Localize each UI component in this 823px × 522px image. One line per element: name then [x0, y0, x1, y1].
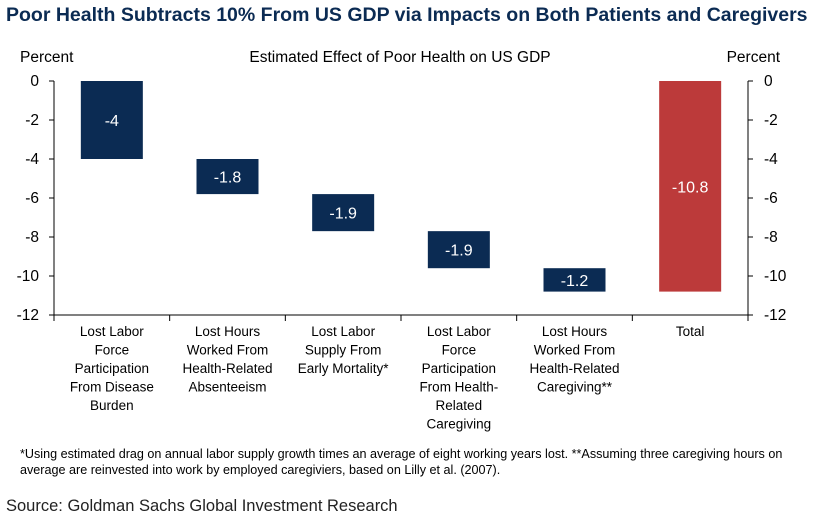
waterfall-bar [196, 159, 259, 195]
plot-title: Estimated Effect of Poor Health on US GD… [249, 49, 550, 66]
y-tick-label-left: 0 [30, 73, 39, 90]
bar-value-label: -10.8 [672, 179, 709, 196]
y-tick-label-right: -2 [764, 112, 778, 129]
bar-value-label: -1.8 [214, 170, 242, 187]
y-tick-label-right: -8 [764, 229, 778, 246]
y-tick-label-left: -8 [25, 229, 39, 246]
y-tick-label-left: -6 [25, 190, 39, 207]
waterfall-chart: Percent Estimated Effect of Poor Health … [17, 49, 787, 432]
waterfall-bar [427, 231, 490, 269]
bar-value-label: -4 [105, 113, 119, 130]
x-category-label: Total [676, 324, 705, 339]
waterfall-bar [80, 81, 143, 159]
bar-value-label: -1.2 [561, 273, 589, 290]
x-category-label: Lost Labor Force Participation From Disease… [70, 324, 154, 413]
waterfall-bar [312, 194, 375, 232]
y-tick-label-left: -10 [17, 268, 40, 285]
x-category-label: Lost Labor Force Participation From Health-… [419, 324, 498, 432]
y-tick-label-left: -4 [25, 151, 39, 168]
y-tick-label-right: -6 [764, 190, 778, 207]
plot-area: 0 0 -2 -2 -4 -4 -6 -6 -8 -8 -10 -10 -12 -12 -4 -1.8 -1.9… [17, 73, 787, 432]
waterfall-bar [543, 268, 606, 292]
y-tick-label-left: -2 [25, 112, 39, 129]
total-bar [659, 81, 722, 292]
source-note: Source: Goldman Sachs Global Investment … [6, 497, 398, 515]
bar-value-label: -1.9 [329, 206, 357, 223]
x-category-label: Lost Labor Supply From Early Mortality* [298, 324, 390, 376]
x-category-label: Lost Hours Worked From Health-Related Careg… [529, 324, 619, 395]
y-tick-label-right: 0 [764, 73, 773, 90]
left-axis-unit-label: Percent [20, 49, 74, 66]
y-tick-label-left: -12 [17, 307, 39, 324]
footnote: *Using estimated drag on annual labor su… [20, 447, 783, 477]
y-tick-label-right: -4 [764, 151, 778, 168]
bar-value-label: -1.9 [445, 243, 473, 260]
right-axis-unit-label: Percent [727, 49, 781, 66]
y-tick-label-right: -10 [764, 268, 787, 285]
y-tick-label-right: -12 [764, 307, 786, 324]
x-category-label: Lost Hours Worked From Health-Related Absen… [182, 324, 272, 395]
chart-title: Poor Health Subtracts 10% From US GDP vi… [6, 4, 808, 26]
